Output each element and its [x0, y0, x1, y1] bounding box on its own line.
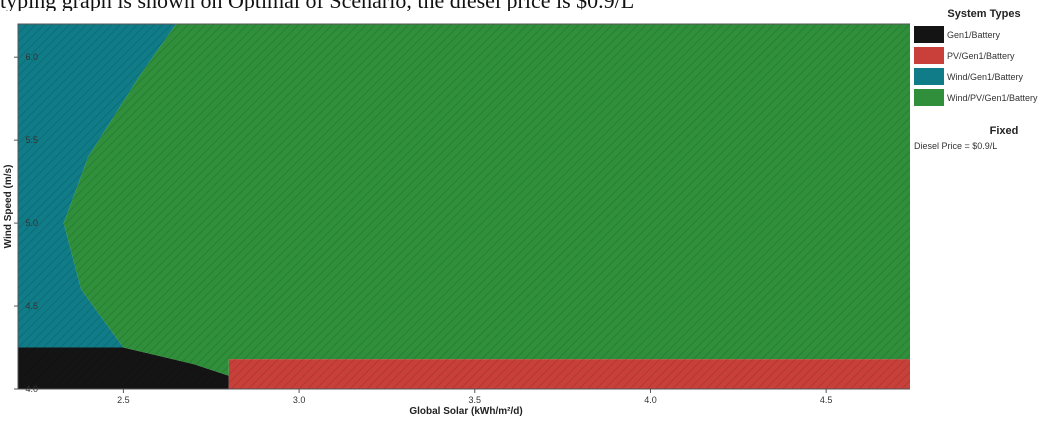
legend-title: System Types [947, 8, 1021, 20]
x-tick-label: 4.0 [644, 395, 657, 405]
x-tick-label: 2.5 [117, 395, 130, 405]
hatch-overlay [18, 24, 910, 389]
x-tick-label: 3.5 [469, 395, 482, 405]
legend-label: Wind/Gen1/Battery [947, 71, 1024, 82]
y-tick-label: 4.5 [25, 301, 38, 311]
y-tick-label: 5.5 [25, 135, 38, 145]
legend-item: Gen1/Battery [914, 25, 1054, 44]
y-axis-label: Wind Speed (m/s) [3, 165, 14, 249]
legend-swatch [914, 68, 944, 85]
y-tick-label: 5.0 [25, 218, 38, 228]
legend-swatch [914, 47, 944, 64]
legend-item: Wind/Gen1/Battery [914, 67, 1054, 86]
legend-label: Gen1/Battery [947, 29, 1001, 40]
legend-item: PV/Gen1/Battery [914, 46, 1054, 65]
legend-swatch [914, 89, 944, 106]
legend-label: Wind/PV/Gen1/Battery [947, 92, 1038, 103]
fixed-title: Fixed [989, 125, 1019, 137]
x-axis-label: Global Solar (kWh/m²/d) [409, 406, 522, 417]
legend: System Types Gen1/Battery PV/Gen1/Battery… [914, 8, 1054, 151]
caption-text: typing graph is shown on Optimal of Scen… [0, 0, 1057, 11]
plot-border [17, 23, 910, 390]
legend-swatch [914, 26, 944, 43]
x-tick-label: 3.0 [293, 395, 306, 405]
y-tick-label: 4.0 [25, 384, 38, 394]
fixed-diesel-price: Diesel Price = $0.9/L [914, 141, 998, 151]
chart-plot: 2.5 3.0 3.5 4.0 4.5 4.0 4.5 5.0 5.5 6.0 Global S… [3, 23, 910, 417]
y-tick-label: 6.0 [25, 52, 38, 62]
legend-label: PV/Gen1/Battery [947, 50, 1015, 61]
x-tick-label: 4.5 [820, 395, 833, 405]
legend-item: Wind/PV/Gen1/Battery [914, 88, 1054, 107]
